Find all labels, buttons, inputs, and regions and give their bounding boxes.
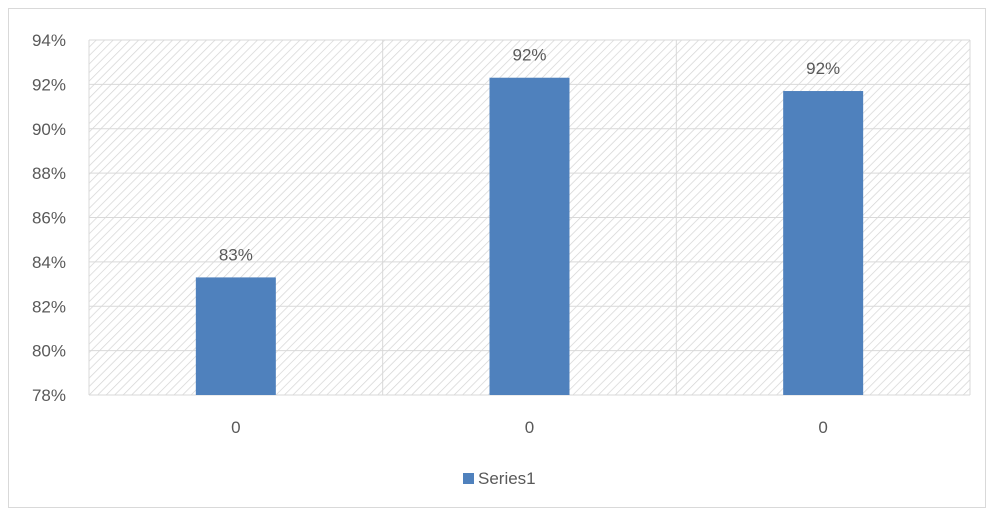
x-axis: 0 0 0 — [231, 418, 828, 437]
data-label: 83% — [219, 245, 253, 264]
y-tick-label: 94% — [32, 31, 66, 50]
data-labels: 83% 92% 92% — [219, 46, 840, 265]
y-tick-label: 86% — [32, 209, 66, 228]
y-tick-label: 88% — [32, 164, 66, 183]
y-tick-label: 78% — [32, 386, 66, 405]
y-axis: 78% 80% 82% 84% 86% 88% 90% 92% 94% — [32, 31, 66, 405]
data-label: 92% — [512, 46, 546, 65]
y-tick-label: 92% — [32, 75, 66, 94]
bar-series — [195, 77, 864, 395]
y-tick-label: 80% — [32, 342, 66, 361]
y-tick-label: 84% — [32, 253, 66, 272]
legend: Series1 — [463, 469, 536, 488]
legend-label: Series1 — [478, 469, 536, 488]
x-tick-label: 0 — [231, 418, 240, 437]
bar — [783, 91, 864, 395]
y-tick-label: 90% — [32, 120, 66, 139]
legend-swatch — [463, 473, 474, 484]
y-tick-label: 82% — [32, 297, 66, 316]
x-tick-label: 0 — [525, 418, 534, 437]
data-label: 92% — [806, 59, 840, 78]
bar — [195, 277, 276, 395]
bar — [489, 77, 570, 395]
x-tick-label: 0 — [818, 418, 827, 437]
